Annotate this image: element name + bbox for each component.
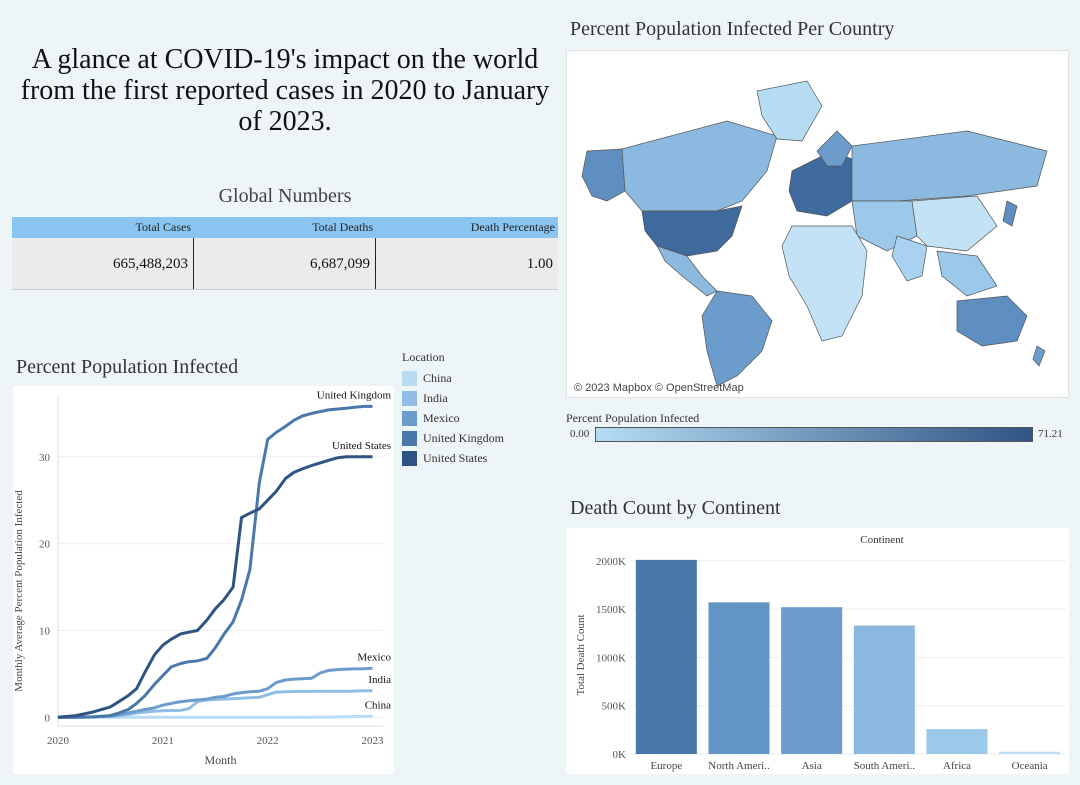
header-total-deaths: Total Deaths — [312, 220, 373, 234]
y-tick-label: 30 — [39, 452, 51, 464]
series-end-label: Mexico — [357, 651, 391, 663]
x-tick-label: 2023 — [362, 735, 385, 747]
map-region-southeast-asia — [936, 250, 998, 297]
series-end-label: India — [368, 674, 391, 686]
map-region-greenland — [756, 80, 823, 142]
global-numbers-title: Global Numbers — [218, 185, 352, 207]
legend-label: Mexico — [423, 410, 460, 425]
global-numbers-table: Total Cases Total Deaths Death Percentag… — [12, 217, 558, 290]
bar-chart-header: Continent — [860, 534, 903, 546]
line-chart[interactable]: 0 10 20 30 2020 2021 2022 2023 Month Monthly Aver… — [13, 386, 394, 774]
legend-item[interactable]: India — [402, 388, 504, 408]
y-tick-label: 500K — [602, 701, 627, 713]
map-region-australia — [956, 295, 1028, 347]
bar-africa — [926, 729, 988, 754]
legend-swatch — [402, 430, 417, 446]
x-tick-label: Asia — [802, 760, 822, 772]
x-tick-label: Europe — [650, 760, 682, 772]
x-axis-title: Month — [204, 753, 236, 767]
bar-chart-svg: Continent 0K 500K 1000K 1500K 2000K Total Deat… — [575, 534, 1066, 772]
series-end-label: United States — [332, 440, 391, 452]
series-end-label: China — [365, 699, 391, 711]
y-tick-label: 1000K — [596, 652, 626, 664]
x-tick-label: 2020 — [47, 735, 70, 747]
bar-chart-title: Death Count by Continent — [570, 497, 781, 519]
map-region-usa — [641, 205, 743, 257]
x-tick-label: 2022 — [257, 735, 279, 747]
legend-label: China — [423, 370, 452, 385]
map-region-mexico — [656, 245, 718, 297]
bar-chart[interactable]: Continent 0K 500K 1000K 1500K 2000K Total Deat… — [566, 528, 1069, 774]
series-end-label: United Kingdom — [317, 389, 392, 401]
legend-swatch — [402, 450, 417, 466]
line-chart-svg: 0 10 20 30 2020 2021 2022 2023 Month Monthly Aver… — [13, 389, 392, 767]
legend-item[interactable]: Mexico — [402, 408, 504, 428]
y-tick-label: 20 — [39, 539, 51, 551]
series-line-india — [58, 689, 373, 719]
location-legend-title: Location — [402, 350, 445, 364]
bar-north-ameri- — [708, 602, 770, 754]
value-death-percentage: 1.00 — [526, 256, 553, 272]
global-numbers-header-row: Total Cases Total Deaths Death Percentag… — [12, 217, 558, 238]
y-tick-label: 10 — [39, 625, 51, 637]
location-legend[interactable]: Location China India Mexico United Kingdom U… — [402, 350, 504, 468]
y-axis-title: Monthly Average Percent Population Infec… — [13, 490, 25, 692]
line-chart-title: Percent Population Infected — [16, 356, 239, 378]
bar-asia — [781, 607, 843, 754]
map-legend-max: 71.21 — [1038, 428, 1063, 440]
map-region-japan — [1002, 200, 1018, 227]
legend-label: India — [423, 390, 448, 405]
map-region-europe — [788, 150, 858, 217]
legend-item[interactable]: United States — [402, 448, 504, 468]
x-tick-label: 2021 — [152, 735, 174, 747]
map-region-south-america — [701, 290, 773, 387]
map-region-india — [891, 235, 928, 282]
y-tick-label: 0K — [613, 749, 627, 761]
x-tick-label: South Ameri.. — [854, 760, 916, 772]
map-region-scandinavia — [816, 130, 853, 167]
series-line-mexico — [58, 666, 373, 719]
header-death-percentage: Death Percentage — [470, 220, 555, 234]
map-region-alaska — [581, 148, 626, 202]
map-region-canada — [621, 120, 778, 212]
legend-swatch — [402, 390, 417, 406]
map-credit[interactable]: © 2023 Mapbox © OpenStreetMap — [574, 382, 744, 394]
map-legend-title: Percent Population Infected — [566, 411, 700, 425]
value-total-deaths: 6,687,099 — [194, 238, 376, 289]
global-numbers-value-row: 665,488,203 6,687,099 1.00 — [12, 238, 558, 290]
legend-item[interactable]: United Kingdom — [402, 428, 504, 448]
legend-item[interactable]: China — [402, 368, 504, 388]
legend-label: United Kingdom — [423, 430, 504, 445]
y-axis-title: Total Death Count — [575, 614, 587, 695]
x-tick-label: North Ameri.. — [708, 760, 770, 772]
map-region-china — [911, 195, 998, 252]
x-tick-label: Oceania — [1012, 760, 1048, 772]
map-title: Percent Population Infected Per Country — [570, 18, 895, 40]
x-tick-label: Africa — [943, 760, 971, 772]
legend-swatch — [402, 410, 417, 426]
y-tick-label: 0 — [45, 712, 51, 724]
map-legend-gradient — [595, 427, 1033, 442]
map-region-russia — [851, 130, 1048, 202]
map-region-africa — [781, 225, 868, 342]
map-legend-min: 0.00 — [570, 428, 590, 440]
bar-europe — [635, 559, 697, 754]
world-map[interactable]: © 2023 Mapbox © OpenStreetMap — [566, 50, 1069, 398]
map-region-new-zealand — [1032, 345, 1046, 367]
world-map-graphic — [581, 80, 1048, 387]
legend-swatch — [402, 370, 417, 386]
value-total-cases: 665,488,203 — [12, 238, 194, 289]
header-total-cases: Total Cases — [135, 220, 191, 234]
series-line-united-kingdom — [58, 404, 373, 719]
y-tick-label: 2000K — [596, 556, 626, 568]
bar-south-ameri- — [853, 625, 915, 754]
series-line-united-states — [57, 455, 373, 719]
dashboard-headline: A glance at COVID-19's impact on the wor… — [20, 44, 550, 137]
legend-label: United States — [423, 450, 488, 465]
bar-oceania — [999, 751, 1061, 754]
series-line-china — [58, 714, 373, 719]
y-tick-label: 1500K — [596, 604, 626, 616]
